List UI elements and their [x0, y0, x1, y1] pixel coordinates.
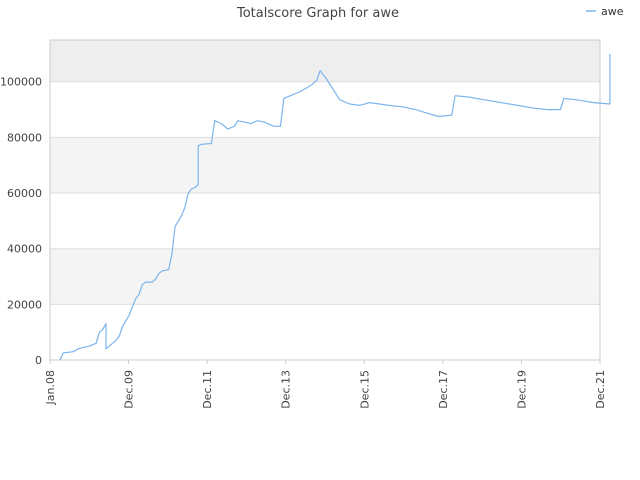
- y-tick-label: 60000: [7, 187, 42, 200]
- x-tick-label: Dec.13: [280, 370, 293, 409]
- plot-band: [50, 248, 600, 305]
- plot-band: [50, 137, 600, 194]
- x-tick-labels: Jan.08 Dec.09 Dec.11 Dec.13 Dec.15 Dec.17 Dec.…: [44, 360, 607, 409]
- x-tick-label: Dec.17: [437, 370, 450, 409]
- y-tick-labels: 0 20000 40000 60000 80000 100000: [0, 76, 42, 367]
- y-tick-label: 0: [35, 354, 42, 367]
- x-tick-label: Dec.11: [201, 370, 214, 409]
- y-tick-label: 40000: [7, 243, 42, 256]
- x-tick-label: Dec.21: [594, 370, 607, 409]
- series-line-awe: [59, 53, 611, 361]
- series-awe: [59, 53, 611, 361]
- plot-band: [50, 81, 600, 138]
- legend-label: awe: [601, 5, 624, 18]
- plot-bands: [50, 40, 600, 360]
- plot-frame: [49, 39, 601, 361]
- plot-band: [50, 304, 600, 360]
- x-tick-label: Dec.09: [123, 370, 136, 409]
- plot-band: [50, 40, 600, 82]
- x-tick-label: Dec.19: [515, 370, 528, 409]
- y-tick-label: 20000: [7, 298, 42, 311]
- y-tick-label: 80000: [7, 131, 42, 144]
- plot-border: [49, 39, 601, 361]
- chart-title: Totalscore Graph for awe: [236, 6, 399, 21]
- y-tick-label: 100000: [0, 76, 42, 89]
- plot-band: [50, 193, 600, 249]
- x-tick-label: Jan.08: [44, 370, 57, 405]
- x-tick-label: Dec.15: [358, 370, 371, 409]
- grid-lines: [50, 81, 600, 305]
- legend[interactable]: awe: [586, 5, 624, 18]
